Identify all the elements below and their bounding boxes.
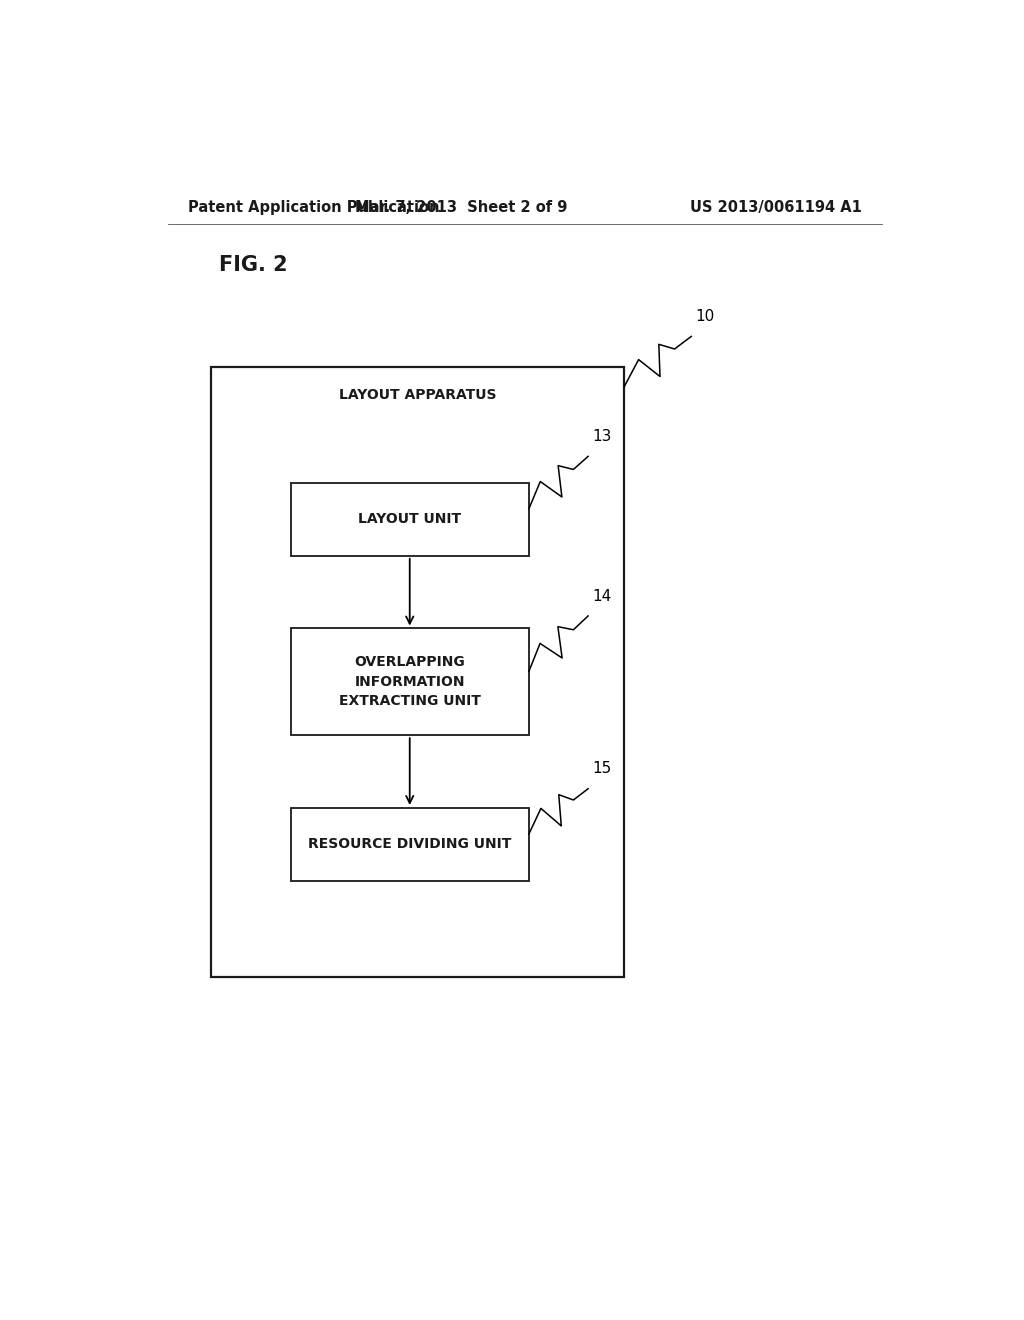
Text: 14: 14 [592, 589, 611, 603]
Bar [291, 483, 528, 556]
Text: 10: 10 [695, 309, 715, 325]
Text: 15: 15 [592, 762, 611, 776]
Text: 13: 13 [592, 429, 611, 444]
Text: Patent Application Publication: Patent Application Publication [187, 199, 439, 215]
Text: LAYOUT UNIT: LAYOUT UNIT [358, 512, 461, 527]
Text: FIG. 2: FIG. 2 [219, 255, 288, 275]
Text: OVERLAPPING
INFORMATION
EXTRACTING UNIT: OVERLAPPING INFORMATION EXTRACTING UNIT [339, 655, 480, 709]
Bar [291, 628, 528, 735]
Bar [291, 808, 528, 880]
Text: US 2013/0061194 A1: US 2013/0061194 A1 [690, 199, 862, 215]
Text: RESOURCE DIVIDING UNIT: RESOURCE DIVIDING UNIT [308, 837, 511, 851]
Text: LAYOUT APPARATUS: LAYOUT APPARATUS [339, 388, 497, 403]
Bar [211, 367, 624, 977]
Text: Mar. 7, 2013  Sheet 2 of 9: Mar. 7, 2013 Sheet 2 of 9 [355, 199, 567, 215]
